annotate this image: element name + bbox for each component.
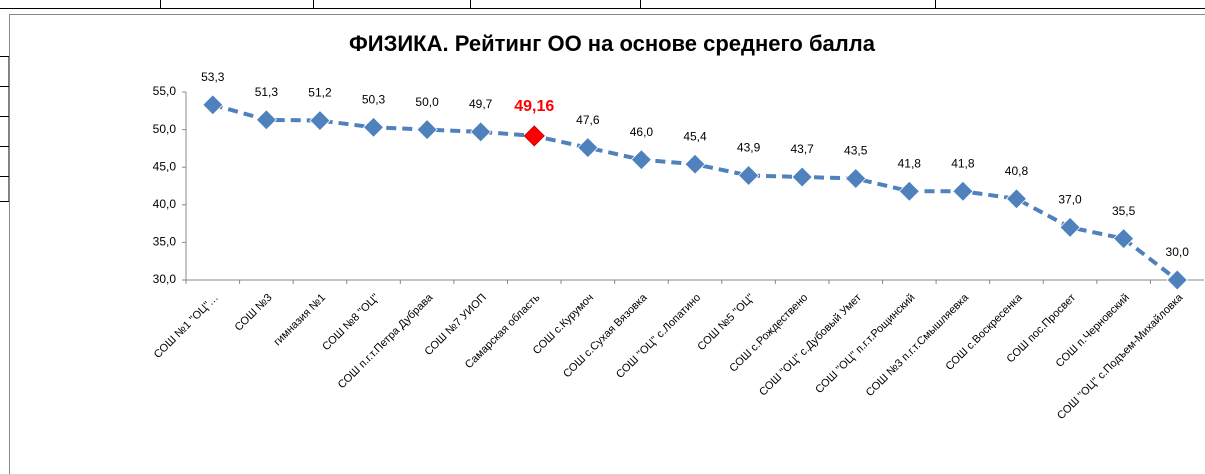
marker xyxy=(791,166,813,188)
marker xyxy=(523,125,545,147)
data-label: 53,3 xyxy=(201,70,225,84)
chart-area xyxy=(9,14,1205,474)
marker xyxy=(416,119,438,141)
data-label: 43,9 xyxy=(737,141,761,155)
marker xyxy=(255,109,277,131)
marker xyxy=(630,149,652,171)
marker xyxy=(1005,188,1028,210)
data-label: 51,2 xyxy=(308,86,332,100)
y-tick-label: 55,0 xyxy=(153,84,177,98)
data-label: 35,5 xyxy=(1112,204,1136,218)
marker xyxy=(1059,216,1081,238)
marker xyxy=(738,164,760,187)
data-label: 50,0 xyxy=(415,95,439,109)
marker xyxy=(309,110,331,132)
marker xyxy=(952,180,974,202)
data-label: 47,6 xyxy=(576,113,600,127)
data-label: 49,7 xyxy=(469,97,493,111)
data-label: 43,5 xyxy=(844,144,868,158)
data-label: 37,0 xyxy=(1058,193,1082,207)
data-label: 49,16 xyxy=(514,98,554,115)
marker xyxy=(845,167,867,190)
marker xyxy=(470,121,492,143)
data-label: 45,4 xyxy=(683,129,707,143)
data-label: 41,8 xyxy=(951,156,975,170)
marker xyxy=(1113,228,1135,250)
data-label: 30,0 xyxy=(1166,245,1190,259)
y-tick-label: 30,0 xyxy=(153,272,177,286)
data-label: 50,3 xyxy=(362,93,386,107)
y-tick-label: 45,0 xyxy=(153,159,177,173)
y-tick-label: 40,0 xyxy=(153,197,177,211)
marker xyxy=(362,116,385,138)
data-label: 41,8 xyxy=(898,156,922,170)
y-tick-label: 35,0 xyxy=(153,235,177,249)
marker xyxy=(202,94,224,116)
marker xyxy=(684,153,706,175)
data-label: 51,3 xyxy=(255,85,279,99)
data-label: 40,8 xyxy=(1005,164,1029,178)
chart-title: ФИЗИКА. Рейтинг ОО на основе среднего ба… xyxy=(349,31,876,56)
y-tick-label: 50,0 xyxy=(153,122,177,136)
data-label: 43,7 xyxy=(790,142,814,156)
marker xyxy=(898,180,920,202)
marker xyxy=(577,137,599,159)
data-label: 46,0 xyxy=(630,125,654,139)
marker xyxy=(1166,269,1188,291)
